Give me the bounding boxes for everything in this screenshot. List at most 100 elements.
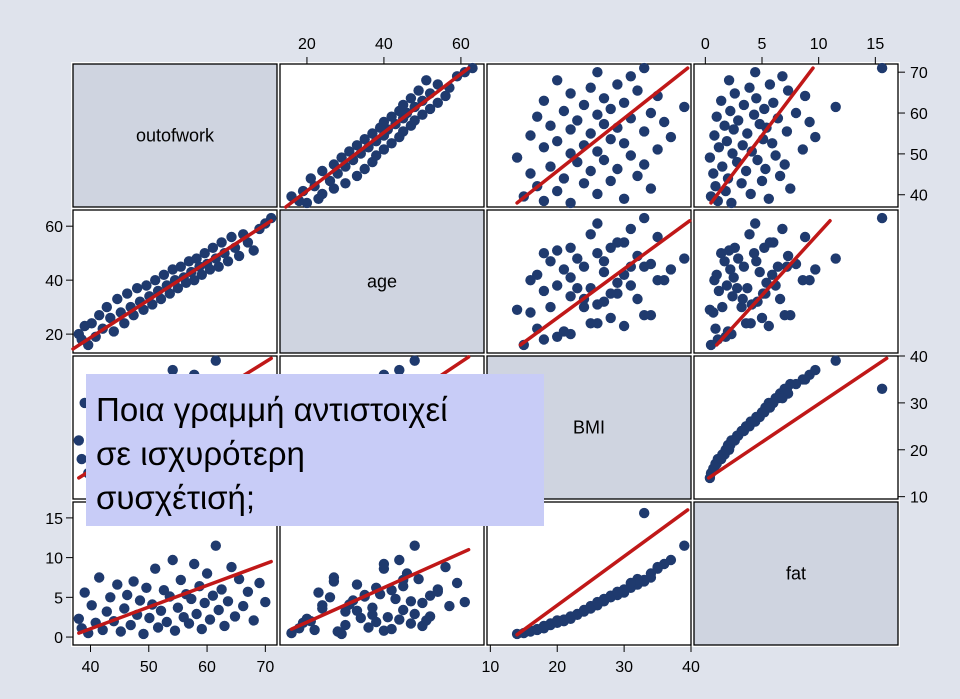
point-age-vs-fat: [779, 310, 790, 321]
point-age-vs-BMI: [578, 301, 590, 313]
point-fat-vs-BMI: [552, 615, 563, 626]
tick-label-right-outofwork: 60: [910, 106, 928, 123]
point-age-vs-fat: [763, 320, 774, 332]
point-fat-vs-age: [394, 614, 405, 625]
point-fat-vs-BMI: [538, 620, 550, 632]
point-age-vs-fat: [754, 266, 765, 278]
point-age-vs-fat: [804, 275, 815, 286]
tick-label-right-BMI: 20: [910, 443, 928, 460]
point-fat-vs-outofwork: [226, 561, 237, 573]
point-fat-vs-age: [398, 604, 409, 616]
point-outofwork-vs-age: [378, 144, 390, 155]
point-fat-vs-age: [409, 608, 420, 620]
point-outofwork-vs-BMI: [598, 154, 610, 166]
point-fat-vs-age: [367, 602, 378, 613]
point-outofwork-vs-BMI: [632, 170, 643, 182]
tick-label-right-outofwork: 70: [910, 65, 928, 82]
point-outofwork-vs-BMI: [618, 193, 630, 204]
tick-label-top-age: 40: [375, 36, 393, 53]
tick-label-bottom-BMI: 20: [548, 659, 566, 676]
point-fat-vs-age: [382, 612, 393, 623]
point-fat-vs-outofwork: [119, 603, 130, 614]
point-outofwork-vs-BMI: [679, 101, 690, 113]
point-age-vs-BMI: [545, 256, 556, 267]
point-outofwork-vs-age: [432, 97, 443, 109]
point-outofwork-vs-BMI: [612, 163, 623, 175]
point-outofwork-vs-fat: [764, 79, 776, 90]
point-age-vs-BMI: [598, 256, 610, 267]
point-outofwork-vs-fat: [721, 136, 733, 147]
fit-line-age-vs-fat: [714, 219, 832, 347]
point-fat-vs-outofwork: [134, 595, 146, 606]
point-outofwork-vs-BMI: [545, 161, 556, 172]
fit-line-fat-vs-age: [289, 547, 471, 631]
point-BMI-vs-fat: [799, 374, 811, 385]
point-fat-vs-outofwork: [112, 579, 123, 590]
point-outofwork-vs-fat: [726, 197, 737, 209]
point-BMI-vs-fat: [750, 416, 761, 427]
point-fat-vs-outofwork: [105, 592, 116, 603]
point-outofwork-vs-BMI: [525, 130, 536, 141]
point-outofwork-vs-fat: [876, 62, 888, 74]
point-outofwork-vs-fat: [716, 95, 727, 107]
point-age-vs-fat: [723, 245, 735, 256]
point-outofwork-vs-fat: [742, 128, 753, 139]
point-age-vs-outofwork: [242, 237, 254, 248]
point-fat-vs-age: [405, 596, 417, 607]
point-age-vs-outofwork: [138, 304, 149, 315]
point-age-vs-outofwork: [199, 248, 210, 259]
point-outofwork-vs-BMI: [652, 144, 663, 155]
point-age-vs-outofwork: [180, 277, 192, 288]
point-outofwork-vs-BMI: [565, 148, 576, 159]
point-outofwork-vs-BMI: [565, 197, 576, 209]
point-age-vs-fat: [876, 212, 888, 224]
point-age-vs-fat: [799, 231, 811, 243]
point-age-vs-outofwork: [189, 275, 200, 286]
point-outofwork-vs-fat: [711, 111, 722, 122]
point-BMI-vs-outofwork: [210, 355, 221, 366]
point-BMI-vs-fat: [876, 383, 888, 394]
point-fat-vs-outofwork: [94, 572, 105, 583]
point-age-vs-BMI: [639, 310, 650, 321]
tick-label-right-BMI: 10: [910, 490, 928, 507]
point-fat-vs-age: [351, 605, 363, 616]
point-fat-vs-outofwork: [216, 584, 227, 595]
point-outofwork-vs-fat: [763, 193, 774, 204]
point-fat-vs-outofwork: [152, 622, 164, 633]
point-outofwork-vs-age: [351, 170, 363, 182]
tick-label-right-outofwork: 50: [910, 147, 928, 164]
fit-line-BMI-vs-fat: [706, 356, 889, 480]
point-outofwork-vs-fat: [738, 99, 750, 111]
point-outofwork-vs-age: [359, 163, 370, 175]
point-outofwork-vs-BMI: [605, 134, 616, 145]
point-outofwork-vs-BMI: [618, 97, 630, 109]
point-outofwork-vs-BMI: [538, 195, 550, 207]
point-fat-vs-outofwork: [172, 602, 184, 613]
point-age-vs-fat: [830, 253, 841, 264]
point-outofwork-vs-BMI: [538, 142, 550, 153]
point-fat-vs-age: [351, 579, 363, 590]
point-outofwork-vs-fat: [830, 101, 841, 113]
point-outofwork-vs-BMI: [525, 168, 536, 179]
point-age-vs-outofwork: [196, 269, 207, 280]
point-outofwork-vs-age: [328, 183, 340, 194]
point-age-vs-outofwork: [175, 261, 186, 272]
point-BMI-vs-outofwork: [167, 364, 178, 376]
point-fat-vs-age: [340, 619, 351, 631]
point-fat-vs-outofwork: [101, 606, 113, 617]
point-fat-vs-outofwork: [144, 612, 155, 624]
point-age-vs-outofwork: [101, 301, 113, 313]
point-age-vs-fat: [756, 312, 768, 324]
point-fat-vs-outofwork: [222, 596, 234, 607]
point-fat-vs-age: [405, 618, 417, 629]
point-age-vs-BMI: [572, 283, 583, 294]
point-fat-vs-outofwork: [161, 616, 172, 628]
point-age-vs-BMI: [565, 242, 576, 253]
point-outofwork-vs-BMI: [511, 152, 523, 163]
point-outofwork-vs-fat: [719, 120, 730, 131]
point-fat-vs-outofwork: [210, 540, 221, 551]
point-outofwork-vs-age: [324, 175, 336, 187]
point-outofwork-vs-BMI: [625, 71, 636, 82]
point-age-vs-outofwork: [94, 310, 105, 321]
question-overlay: Ποια γραμμή αντιστοιχεί σε ισχυρότερη συ…: [86, 374, 544, 526]
